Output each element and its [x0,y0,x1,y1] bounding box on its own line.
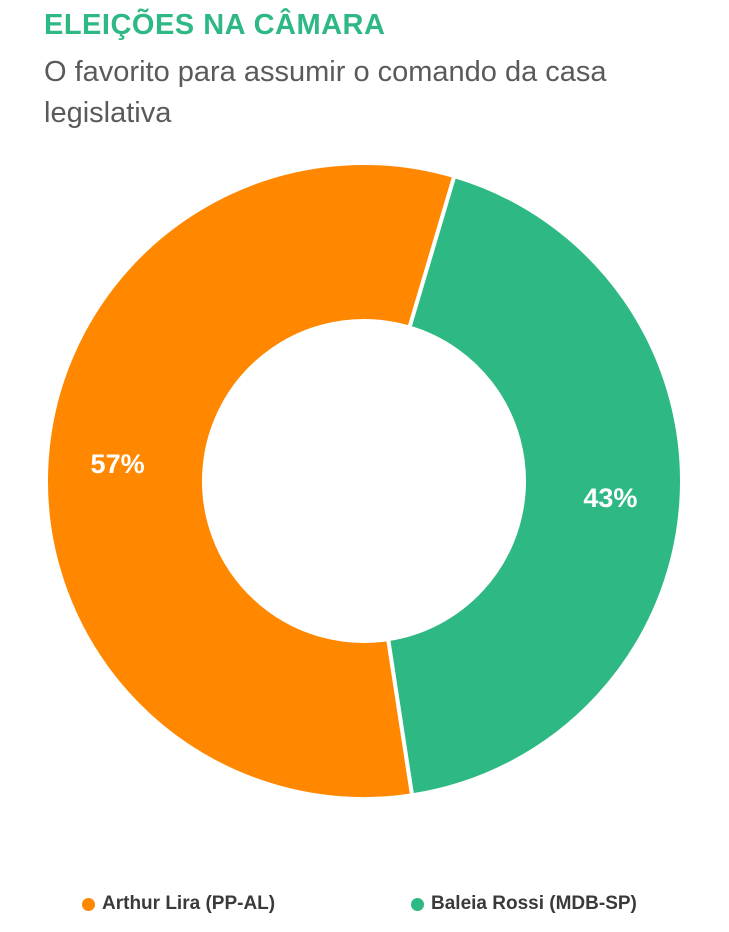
legend-dot-icon [411,897,424,911]
legend-dot-icon [82,897,95,911]
legend-item-arthur-lira: Arthur Lira (PP-AL) [82,893,275,915]
slice-label-1: 43% [583,483,637,513]
donut-slice-0 [44,161,457,801]
slice-label-0: 57% [91,449,145,479]
donut-slice-1 [385,173,684,798]
chart-subtitle: O favorito para assumir o comando da cas… [44,56,607,129]
legend-item-baleia-rossi: Baleia Rossi (MDB-SP) [411,893,637,915]
legend-label: Arthur Lira (PP-AL) [102,893,276,914]
legend-label: Baleia Rossi (MDB-SP) [431,893,637,914]
legend: Arthur Lira (PP-AL) Baleia Rossi (MDB-SP… [0,893,729,923]
chart-title: ELEIÇÕES NA CÂMARA [44,9,386,41]
